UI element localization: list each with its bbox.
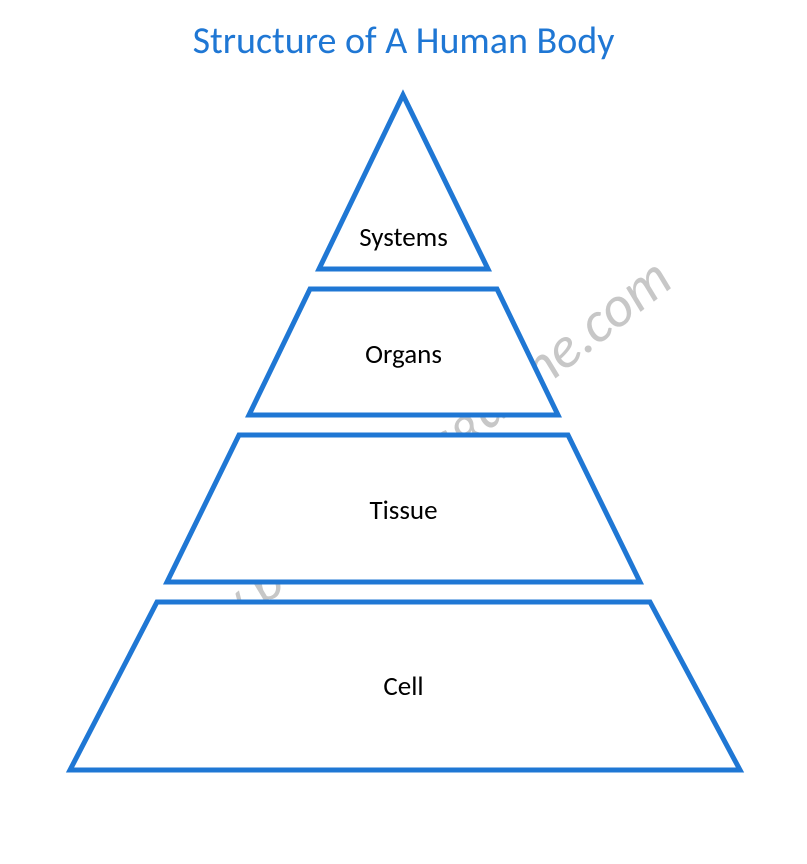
- pyramid-label-1: Organs: [0, 338, 807, 371]
- pyramid-diagram: Systems Organs Tissue Cell: [0, 0, 807, 859]
- pyramid-label-text-1: Organs: [365, 338, 442, 371]
- pyramid-label-text-3: Cell: [383, 670, 423, 703]
- pyramid-label-3: Cell: [0, 670, 807, 703]
- pyramid-svg: [0, 0, 807, 859]
- pyramid-label-text-0: Systems: [359, 221, 448, 254]
- pyramid-label-text-2: Tissue: [369, 494, 437, 527]
- pyramid-label-0: Systems: [0, 221, 807, 254]
- pyramid-label-2: Tissue: [0, 494, 807, 527]
